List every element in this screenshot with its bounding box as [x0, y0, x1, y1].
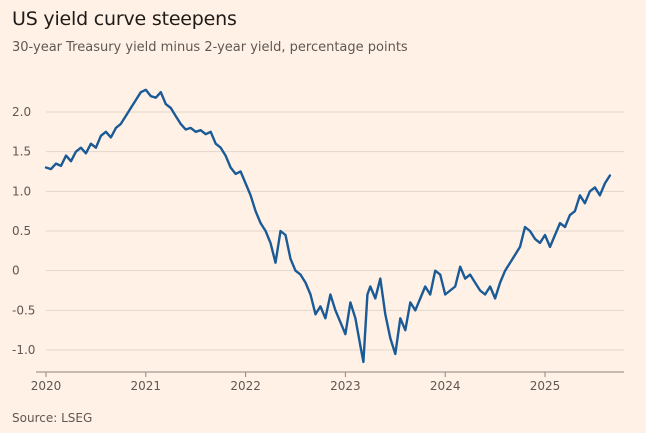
series-line: [44, 88, 612, 364]
source-note: Source: LSEG: [12, 411, 93, 425]
y-tick-label: 1.0: [12, 184, 31, 198]
y-tick-label: 0: [12, 264, 20, 278]
y-tick-label: -0.5: [12, 303, 35, 317]
x-axis-ticks: [45, 372, 546, 377]
x-tick-label: 2025: [530, 379, 561, 393]
series-layer: [44, 88, 612, 364]
x-tick-label: 2020: [31, 379, 62, 393]
x-tick-label: 2023: [330, 379, 361, 393]
x-tick-label: 2024: [430, 379, 461, 393]
x-tick-label: 2021: [131, 379, 162, 393]
chart-subtitle: 30-year Treasury yield minus 2-year yiel…: [12, 40, 408, 55]
y-tick-label: 2.0: [12, 105, 31, 119]
y-tick-label: -1.0: [12, 343, 35, 357]
y-axis-labels: 2.0 1.5 1.0 0.5 0 -0.5 -1.0: [12, 105, 35, 357]
y-tick-label: 1.5: [12, 145, 31, 159]
chart-title: US yield curve steepens: [12, 8, 237, 30]
x-tick-label: 2022: [230, 379, 261, 393]
y-tick-label: 0.5: [12, 224, 31, 238]
gridlines: [36, 111, 624, 373]
x-axis-labels: 2020 2021 2022 2023 2024 2025: [31, 379, 561, 393]
